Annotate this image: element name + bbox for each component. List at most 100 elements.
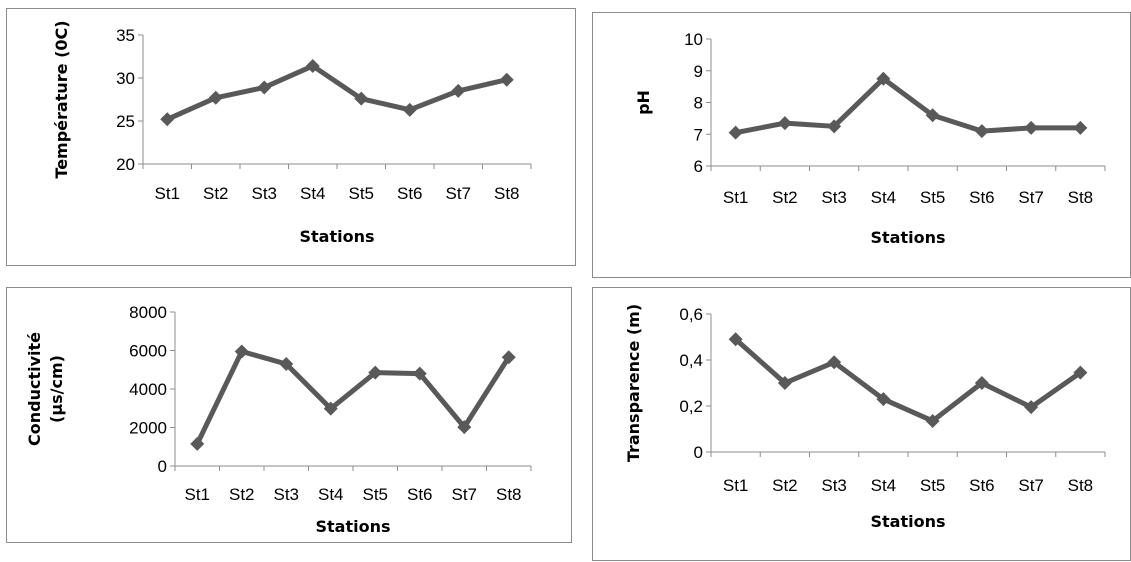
chart-panel-temperature: 20 25 30 35 St1 St2 St3 St4 St5 St6 St7 St8 Stations… xyxy=(6,8,576,266)
data-point-st8 xyxy=(1073,120,1088,135)
x-tick-label-st2: St2 xyxy=(772,188,798,207)
y-tick-label: 35 xyxy=(116,26,135,45)
x-tick-label-st7: St7 xyxy=(1018,476,1044,495)
x-tick-label-st3: St3 xyxy=(821,476,847,495)
y-tick-label: 8000 xyxy=(129,303,167,322)
data-point-st6 xyxy=(402,102,417,117)
chart-panel-transparency: 0 0,2 0,4 0,6 St1 St2 St3 St4 St5 St6 St7 St8 Statio… xyxy=(592,287,1131,561)
x-tick-label-st6: St6 xyxy=(397,184,423,203)
transparency-chart: 0 0,2 0,4 0,6 St1 St2 St3 St4 St5 St6 St7 St8 Statio… xyxy=(624,304,1106,531)
data-point-st2 xyxy=(208,90,223,105)
data-point-st6 xyxy=(412,366,427,381)
y-tick-label: 0,2 xyxy=(679,397,703,416)
y-tick-label: 4000 xyxy=(129,380,167,399)
y-tick-label: 25 xyxy=(116,112,135,131)
x-tick-label-st8: St8 xyxy=(496,485,522,504)
data-point-st7 xyxy=(1024,400,1039,415)
x-tick-label-st6: St6 xyxy=(407,485,433,504)
data-point-st1 xyxy=(728,125,743,140)
data-point-st8 xyxy=(501,350,516,365)
x-tick-label-st1: St1 xyxy=(723,476,749,495)
y-tick-label: 6000 xyxy=(129,342,167,361)
x-tick-label-st4: St4 xyxy=(300,184,326,203)
x-axis-label: Stations xyxy=(299,227,374,246)
series-line xyxy=(733,337,1082,424)
x-tick-label-st7: St7 xyxy=(445,184,471,203)
x-axis-label: Stations xyxy=(870,228,945,247)
data-point-st4 xyxy=(876,71,891,86)
y-axis-label: Transparence (m) xyxy=(624,304,643,462)
data-point-st5 xyxy=(925,108,940,123)
y-tick-label: 30 xyxy=(116,69,135,88)
x-tick-label-st1: St1 xyxy=(723,188,749,207)
data-point-st1 xyxy=(728,332,743,347)
series-line xyxy=(194,348,511,445)
x-tick-label-st8: St8 xyxy=(1068,188,1094,207)
data-point-st3 xyxy=(257,80,272,95)
data-point-st3 xyxy=(279,356,294,371)
x-tick-label-st8: St8 xyxy=(1068,476,1094,495)
data-point-st6 xyxy=(974,376,989,390)
data-point-st4 xyxy=(323,401,338,416)
chart-panel-conductivity: 0 2000 4000 6000 8000 St1 St2 St3 St4 St5 St6 St7 St… xyxy=(6,287,572,543)
data-point-st2 xyxy=(777,116,792,131)
data-point-st4 xyxy=(876,392,891,407)
x-tick-label-st7: St7 xyxy=(1018,188,1044,207)
data-point-st6 xyxy=(974,124,989,139)
x-tick-label-st1: St1 xyxy=(154,184,180,203)
x-tick-label-st3: St3 xyxy=(821,188,847,207)
data-point-st3 xyxy=(827,119,842,134)
data-point-st2 xyxy=(777,376,792,390)
x-tick-label-st5: St5 xyxy=(362,485,388,504)
x-tick-label-st2: St2 xyxy=(203,184,229,203)
series-line xyxy=(735,76,1081,136)
y-tick-label: 8 xyxy=(694,94,703,113)
data-point-st8 xyxy=(1073,365,1088,380)
data-point-st1 xyxy=(190,436,205,451)
y-tick-label: 9 xyxy=(694,62,703,81)
x-tick-label-st4: St4 xyxy=(871,188,897,207)
x-tick-label-st1: St1 xyxy=(184,485,210,504)
x-tick-label-st6: St6 xyxy=(969,476,995,495)
y-tick-label: 7 xyxy=(694,125,703,144)
x-tick-label-st4: St4 xyxy=(318,485,344,504)
x-tick-label-st2: St2 xyxy=(229,485,255,504)
x-tick-label-st3: St3 xyxy=(251,184,277,203)
y-axis-label: Conductivité xyxy=(25,332,44,446)
y-tick-label: 6 xyxy=(694,157,703,176)
data-point-st7 xyxy=(457,420,472,435)
x-tick-label-st5: St5 xyxy=(348,184,374,203)
ph-chart: 6 7 8 9 10 St1 St2 St3 St4 St5 St6 St7 St8 Stations pH xyxy=(634,30,1106,247)
y-axis-label: (µs/cm) xyxy=(47,355,66,423)
data-point-st5 xyxy=(925,413,940,428)
x-tick-label-st2: St2 xyxy=(772,476,798,495)
y-tick-label: 20 xyxy=(116,155,135,174)
x-tick-label-st7: St7 xyxy=(451,485,477,504)
y-tick-label: 2000 xyxy=(129,419,167,438)
data-point-st8 xyxy=(499,72,514,87)
data-point-st3 xyxy=(827,355,842,370)
y-axis-label: Température (0C) xyxy=(52,20,71,178)
data-point-st1 xyxy=(160,112,175,127)
x-axis-label: Stations xyxy=(315,517,390,536)
x-tick-label-st4: St4 xyxy=(871,476,897,495)
x-tick-label-st5: St5 xyxy=(920,188,946,207)
chart-panel-ph: 6 7 8 9 10 St1 St2 St3 St4 St5 St6 St7 St8 Stations pH xyxy=(592,12,1131,278)
series-line xyxy=(166,63,508,122)
x-tick-label-st8: St8 xyxy=(494,184,520,203)
data-point-st5 xyxy=(354,91,369,106)
data-point-st2 xyxy=(234,344,249,359)
y-tick-label: 10 xyxy=(684,30,703,49)
temperature-chart: 20 25 30 35 St1 St2 St3 St4 St5 St6 St7 St8 Stations… xyxy=(52,20,532,246)
y-axis-label: pH xyxy=(634,90,653,115)
x-axis-label: Stations xyxy=(870,512,945,531)
conductivity-chart: 0 2000 4000 6000 8000 St1 St2 St3 St4 St5 St6 St7 St… xyxy=(25,303,532,536)
x-tick-label-st5: St5 xyxy=(920,476,946,495)
data-point-st5 xyxy=(368,365,383,380)
x-tick-label-st3: St3 xyxy=(273,485,299,504)
y-tick-label: 0 xyxy=(694,443,703,462)
data-point-st7 xyxy=(1024,120,1039,135)
data-point-st7 xyxy=(451,83,466,98)
y-tick-label: 0,6 xyxy=(679,305,703,324)
y-tick-label: 0,4 xyxy=(679,351,703,370)
